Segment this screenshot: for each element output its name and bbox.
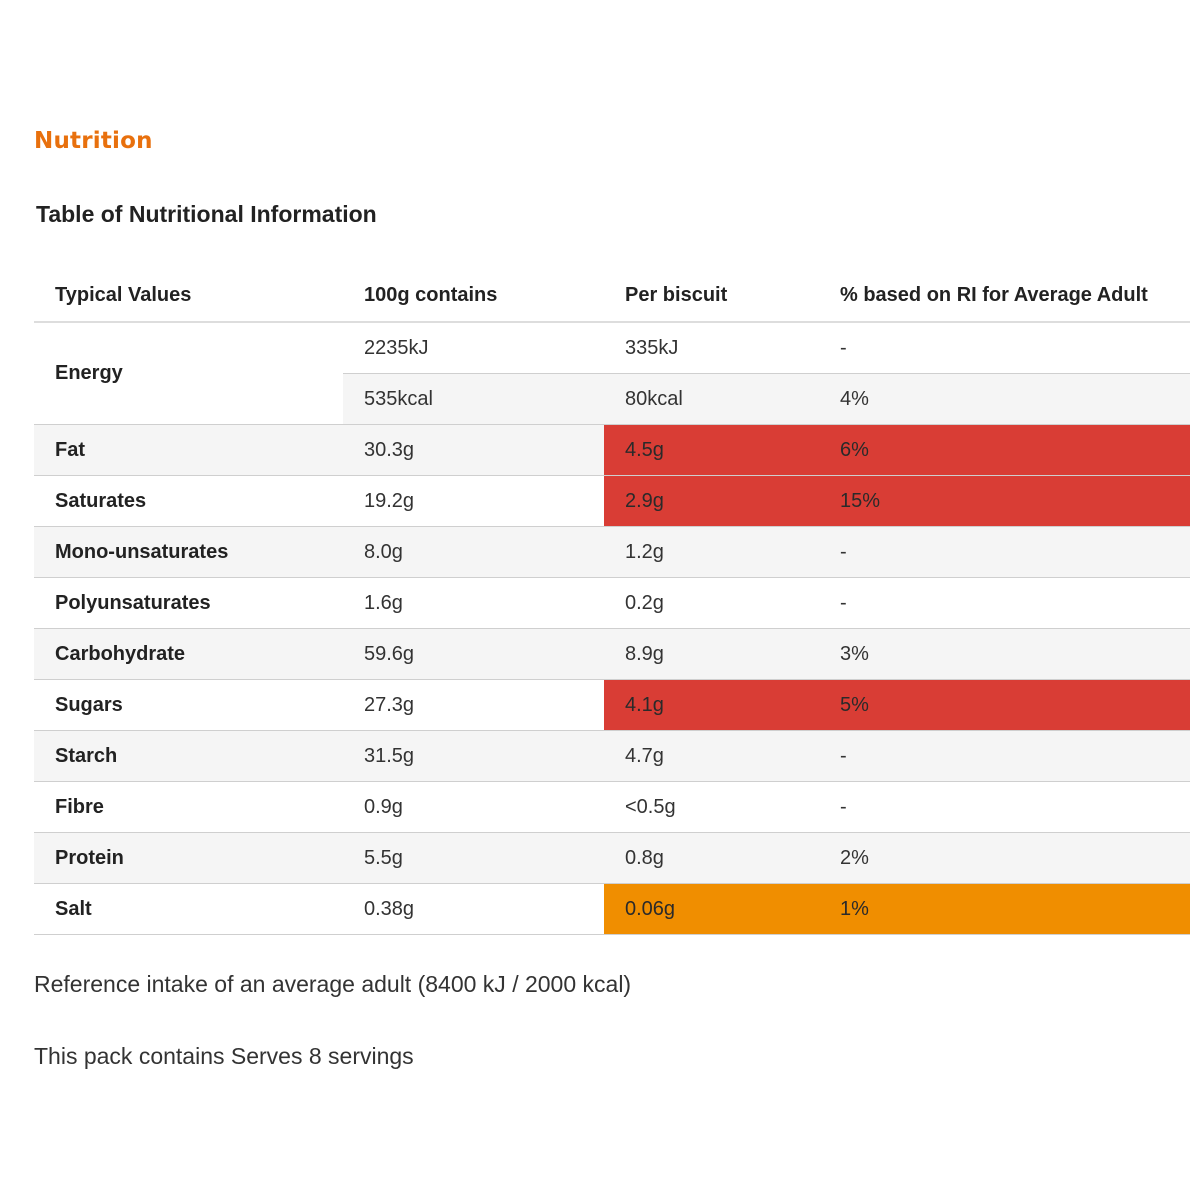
cell-per100: 5.5g — [343, 832, 604, 884]
cell-per-biscuit: 80kcal — [604, 373, 819, 425]
cell-ri: - — [819, 781, 1190, 833]
table-row: Saturates 19.2g 2.9g 15% — [34, 475, 1190, 527]
energy-row-kcal: 535kcal 80kcal 4% — [34, 373, 1190, 425]
row-label: Starch — [34, 730, 343, 782]
cell-per-biscuit: 2.9g — [604, 475, 819, 527]
row-label: Carbohydrate — [34, 628, 343, 680]
table-row: Polyunsaturates 1.6g 0.2g - — [34, 577, 1190, 629]
cell-per100: 27.3g — [343, 679, 604, 731]
cell-per100: 31.5g — [343, 730, 604, 782]
energy-row-kj: Energy 2235kJ 335kJ - — [34, 322, 1190, 425]
header-ri-percent: % based on RI for Average Adult — [819, 270, 1190, 323]
row-label: Sugars — [34, 679, 343, 731]
row-label: Protein — [34, 832, 343, 884]
table-row: Starch 31.5g 4.7g - — [34, 730, 1190, 782]
section-title: Nutrition — [34, 128, 153, 154]
cell-per-biscuit: 1.2g — [604, 526, 819, 578]
reference-intake-note: Reference intake of an average adult (84… — [34, 971, 632, 997]
cell-per-biscuit: 8.9g — [604, 628, 819, 680]
cell-per100: 1.6g — [343, 577, 604, 629]
cell-per-biscuit: 335kJ — [604, 322, 819, 374]
cell-per100: 8.0g — [343, 526, 604, 578]
cell-per100: 59.6g — [343, 628, 604, 680]
header-100g-contains: 100g contains — [343, 270, 604, 323]
table-row: Sugars 27.3g 4.1g 5% — [34, 679, 1190, 731]
row-label: Fibre — [34, 781, 343, 833]
table-row: Salt 0.38g 0.06g 1% — [34, 883, 1190, 935]
cell-per100: 535kcal — [343, 373, 604, 425]
row-label-energy: Energy — [34, 322, 343, 425]
table-row: Protein 5.5g 0.8g 2% — [34, 832, 1190, 884]
cell-ri: 5% — [819, 679, 1190, 731]
pack-servings-note: This pack contains Serves 8 servings — [34, 1043, 414, 1069]
table-row: Fibre 0.9g <0.5g - — [34, 781, 1190, 833]
cell-per-biscuit: <0.5g — [604, 781, 819, 833]
table-row: Fat 30.3g 4.5g 6% — [34, 424, 1190, 476]
cell-ri: 2% — [819, 832, 1190, 884]
cell-per100: 30.3g — [343, 424, 604, 476]
cell-ri: - — [819, 577, 1190, 629]
cell-ri: - — [819, 730, 1190, 782]
header-per-biscuit: Per biscuit — [604, 270, 819, 323]
cell-per100: 0.9g — [343, 781, 604, 833]
cell-ri: - — [819, 322, 1190, 374]
cell-ri: - — [819, 526, 1190, 578]
cell-per-biscuit: 4.5g — [604, 424, 819, 476]
table-title: Table of Nutritional Information — [36, 201, 377, 227]
cell-per100: 0.38g — [343, 883, 604, 935]
cell-ri: 3% — [819, 628, 1190, 680]
row-label: Fat — [34, 424, 343, 476]
cell-per100: 2235kJ — [343, 322, 604, 374]
cell-ri: 15% — [819, 475, 1190, 527]
cell-ri: 1% — [819, 883, 1190, 935]
cell-per100: 19.2g — [343, 475, 604, 527]
cell-ri: 6% — [819, 424, 1190, 476]
cell-per-biscuit: 4.1g — [604, 679, 819, 731]
nutrition-table: Typical Values 100g contains Per biscuit… — [34, 270, 1190, 935]
header-typical-values: Typical Values — [34, 270, 343, 323]
cell-per-biscuit: 0.8g — [604, 832, 819, 884]
cell-per-biscuit: 0.2g — [604, 577, 819, 629]
table-header-row: Typical Values 100g contains Per biscuit… — [34, 270, 1190, 323]
table-row: Carbohydrate 59.6g 8.9g 3% — [34, 628, 1190, 680]
row-label: Polyunsaturates — [34, 577, 343, 629]
row-label: Mono-unsaturates — [34, 526, 343, 578]
table-row: Mono-unsaturates 8.0g 1.2g - — [34, 526, 1190, 578]
cell-per-biscuit: 0.06g — [604, 883, 819, 935]
cell-per-biscuit: 4.7g — [604, 730, 819, 782]
cell-ri: 4% — [819, 373, 1190, 425]
row-label: Saturates — [34, 475, 343, 527]
row-label: Salt — [34, 883, 343, 935]
